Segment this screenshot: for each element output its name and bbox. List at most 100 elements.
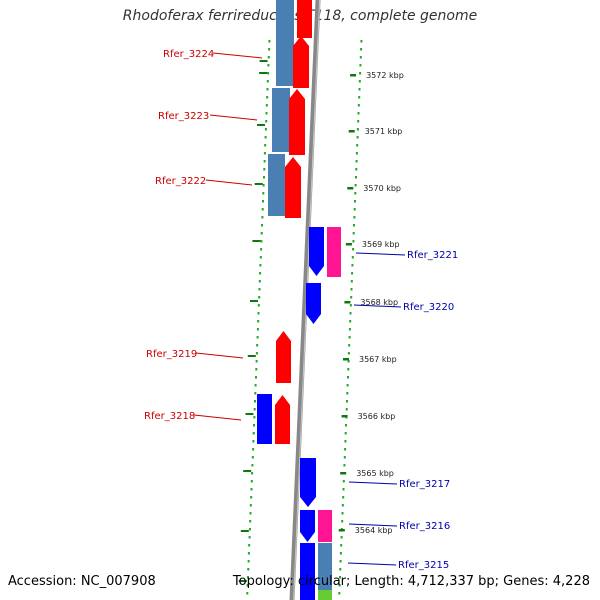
gene-reverse[interactable] [257,394,272,444]
gc-dot-left [259,264,262,267]
gc-dash-left [250,300,258,302]
gene-label-rfer-3217[interactable]: Rfer_3217 [399,479,450,490]
gc-dot-right [351,272,354,275]
ruler-label: 3572 kbp [366,71,404,80]
gc-dot-left [256,344,259,347]
gene-arrow-forward[interactable] [285,157,301,218]
gc-dot-left [249,520,252,523]
gc-dot-left [267,64,270,67]
gc-dot-right [359,56,362,59]
gc-dot-left [249,512,252,515]
gc-dot-left [262,192,265,195]
gc-dash-left [254,183,263,185]
gene-label-rfer-3219[interactable]: Rfer_3219 [146,349,197,360]
gc-dot-right [356,128,359,131]
gene-label-rfer-3218[interactable]: Rfer_3218 [144,411,195,422]
gc-dot-right [344,432,347,435]
gc-dot-right [356,144,359,147]
gene-label-rfer-3222[interactable]: Rfer_3222 [155,176,206,187]
gc-dot-right [352,232,355,235]
gc-dash-left [259,72,268,74]
gc-dot-left [260,248,263,251]
gc-dot-right [339,552,342,555]
gc-dot-right [347,368,350,371]
gene-arrow-forward[interactable] [275,395,290,444]
gc-dot-left [253,424,255,427]
gc-dot-left [262,184,265,187]
ruler-tick [348,130,355,133]
gc-dash-left [257,124,265,126]
gene-label-rfer-3221[interactable]: Rfer_3221 [407,250,458,261]
gc-dot-right [341,520,344,523]
cds-bar[interactable] [272,88,290,152]
gc-dot-right [339,568,342,571]
gc-dash-left [252,240,261,242]
gene-arrow-forward[interactable] [297,0,312,38]
gene-arrow-forward[interactable] [289,89,305,155]
gc-dot-left [248,544,251,547]
gc-dot-left [246,584,249,587]
gene-arrow-reverse[interactable] [300,510,315,542]
gc-dot-left [262,200,264,203]
gc-dash-left [243,470,252,472]
topology-text: Topology: circular; Length: 4,712,337 bp… [232,574,590,589]
rna-feature[interactable] [327,227,341,277]
gene-label-leader [193,414,242,421]
ruler-label: 3567 kbp [359,355,397,364]
gc-dot-left [266,96,269,99]
ruler-tick [350,74,357,77]
gc-dot-right [352,240,355,243]
gc-dot-right [349,312,352,315]
gc-dot-right [346,392,349,395]
gc-dot-right [355,168,358,171]
gc-dot-right [357,120,360,123]
gene-label-rfer-3215[interactable]: Rfer_3215 [398,560,449,571]
gene-label-rfer-3223[interactable]: Rfer_3223 [158,111,209,122]
gene-arrow-forward[interactable] [276,331,291,383]
gc-dot-right [353,208,356,211]
gc-dot-left [261,224,263,227]
gc-dot-right [342,480,345,483]
gene-arrow-reverse[interactable] [300,458,316,507]
gc-dash-left [259,60,268,62]
cds-bar[interactable] [268,154,285,216]
feature-track [257,0,341,600]
ruler-label: 3569 kbp [362,240,400,249]
gc-dot-right [339,560,342,563]
ruler-label: 3568 kbp [360,298,398,307]
gene-reverse[interactable] [300,543,315,600]
gc-dot-left [264,144,267,147]
gc-dot-right [341,504,344,507]
gc-dot-right [344,440,347,443]
cds-bar[interactable] [276,0,294,86]
gc-dot-right [354,192,357,195]
gc-dot-left [256,328,259,331]
gene-arrow-forward[interactable] [293,36,309,88]
gene-label-rfer-3220[interactable]: Rfer_3220 [403,302,454,313]
gene-label-rfer-3224[interactable]: Rfer_3224 [163,49,214,60]
cds-bar[interactable] [318,543,332,591]
rna-feature[interactable] [318,510,332,542]
cds-bar[interactable] [318,590,332,600]
gene-arrow-reverse[interactable] [306,283,321,324]
gc-dot-right [350,296,353,299]
gc-dot-right [348,336,351,339]
gc-dot-left [253,408,256,411]
gc-dot-left [251,456,254,459]
gc-dot-left [268,48,271,51]
gc-dot-left [263,176,265,179]
gc-dash-left [238,580,247,582]
gc-dash-left [247,355,256,357]
gc-dot-left [257,320,260,323]
gc-dot-left [252,440,255,443]
gc-dot-left [266,88,269,91]
gc-dot-left [247,568,250,571]
gc-dot-left [248,528,251,531]
gene-label-rfer-3216[interactable]: Rfer_3216 [399,521,450,532]
gc-dot-right [354,200,356,203]
gc-dot-right [343,464,346,467]
gc-dot-right [357,104,360,107]
gc-dot-left [254,392,257,395]
gc-dot-left [250,488,253,491]
gene-arrow-reverse[interactable] [309,227,324,276]
